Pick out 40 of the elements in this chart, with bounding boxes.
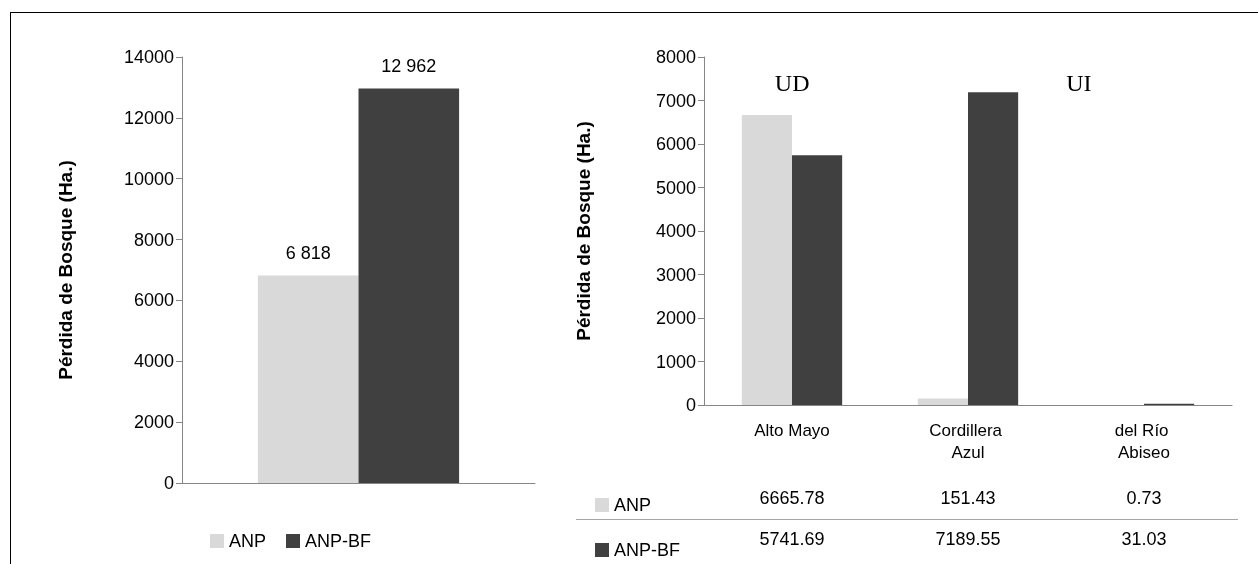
y-tick-label: 8000 <box>655 47 696 67</box>
bar <box>968 92 1019 405</box>
data-label: 7189.55 <box>935 529 1001 549</box>
y-tick-label: 0 <box>163 473 174 493</box>
annotation: UD <box>774 70 810 96</box>
y-tick-label: 4000 <box>655 221 696 241</box>
y-tick-label: 8000 <box>133 229 174 250</box>
bar <box>792 155 843 405</box>
y-tick-label: 14000 <box>123 47 174 67</box>
data-label: 12 962 <box>381 55 437 76</box>
y-tick-label: 7000 <box>655 90 696 111</box>
y-tick-label: 6000 <box>655 134 696 154</box>
y-axis-title: Pérdida de Bosque (Ha.) <box>573 121 594 341</box>
data-label: 5741.69 <box>759 529 825 549</box>
y-tick-label: 10000 <box>123 168 174 189</box>
x-tick-label: Cordillera Azul <box>929 420 1007 462</box>
legend-label: ANP-BF <box>614 540 681 560</box>
x-tick-label: Alto Mayo <box>754 420 830 440</box>
y-tick-label: 2000 <box>133 412 174 433</box>
bar <box>917 398 968 405</box>
data-label: 31.03 <box>1121 529 1167 549</box>
y-tick-label: 5000 <box>655 177 696 198</box>
data-label: 151.43 <box>940 488 996 508</box>
bar <box>741 115 792 405</box>
legend-label: ANP-BF <box>305 531 372 551</box>
y-tick-label: 12000 <box>123 107 174 128</box>
y-tick-label: 4000 <box>133 351 174 372</box>
data-label: 6665.78 <box>759 488 825 508</box>
legend-label: ANP <box>614 495 652 515</box>
data-label: 6 818 <box>285 242 331 263</box>
y-tick-label: 6000 <box>133 290 174 311</box>
y-tick-label: 2000 <box>655 308 696 328</box>
y-tick-label: 3000 <box>655 264 696 285</box>
x-tick-label: del Río Abiseo <box>1114 420 1174 462</box>
annotation: UI <box>1066 70 1092 96</box>
y-axis-title: Pérdida de Bosque (Ha.) <box>55 160 76 380</box>
legend-label: ANP <box>229 531 267 551</box>
y-tick-label: 1000 <box>655 351 696 372</box>
y-tick-label: 0 <box>685 395 696 415</box>
data-label: 0.73 <box>1126 488 1162 508</box>
